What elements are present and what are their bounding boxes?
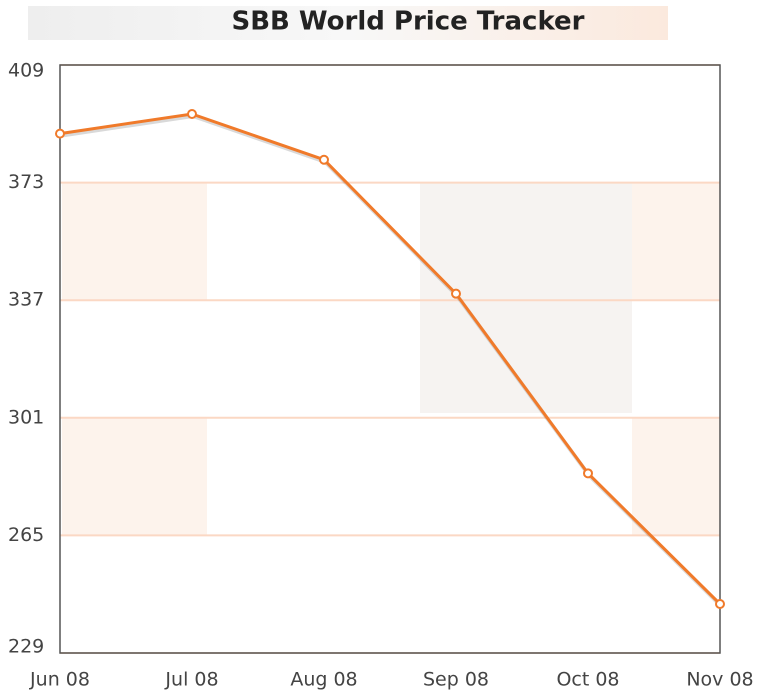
data-point: [715, 599, 725, 609]
background-band: [62, 183, 207, 300]
background-band: [632, 183, 720, 300]
y-tick-label: 265: [8, 524, 44, 546]
y-tick-label: 229: [8, 636, 44, 658]
x-tick-label: Nov 08: [686, 669, 753, 691]
y-tick-label: 409: [8, 60, 44, 82]
plot-frame: [59, 64, 721, 654]
background-band: [62, 418, 207, 535]
data-point: [583, 468, 593, 479]
x-tick-label: Aug 08: [290, 669, 357, 691]
x-tick-label: Sep 08: [423, 669, 489, 691]
background-band: [632, 418, 720, 535]
data-point: [451, 288, 461, 299]
x-tick-label: Jun 08: [29, 669, 90, 691]
data-line: [59, 112, 722, 606]
y-tick-label: 301: [8, 406, 44, 428]
y-tick-label: 337: [8, 289, 44, 311]
x-tick-label: Oct 08: [556, 669, 619, 691]
background-band: [420, 183, 632, 413]
y-tick-label: 373: [8, 171, 44, 193]
title-background: [28, 6, 668, 40]
data-point: [55, 128, 65, 139]
data-point: [187, 109, 197, 119]
chart-title: SBB World Price Tracker: [231, 7, 584, 37]
data-point: [319, 154, 329, 165]
x-tick-label: Jul 08: [164, 669, 218, 691]
